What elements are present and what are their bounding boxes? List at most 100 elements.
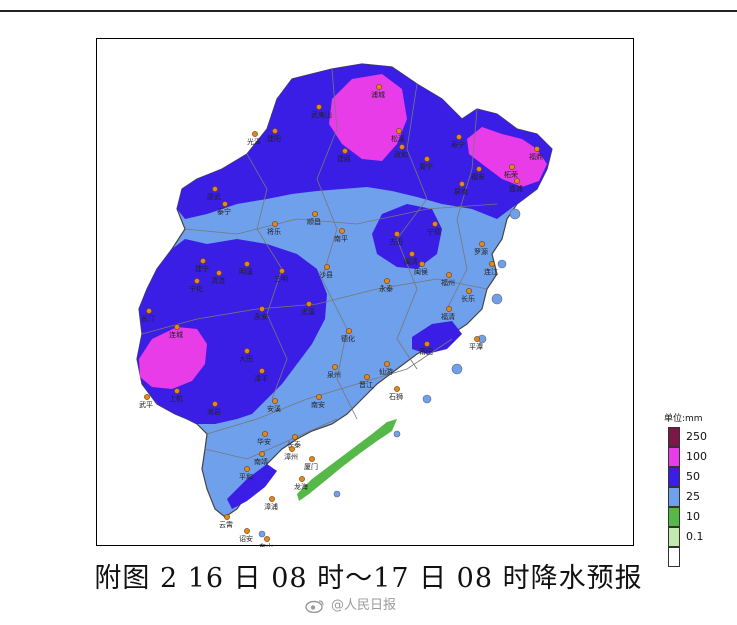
city-label: 闽侯 bbox=[414, 267, 428, 276]
city-dot bbox=[394, 386, 400, 392]
city-label: 晋江 bbox=[359, 381, 373, 389]
city-label: 寿宁 bbox=[451, 140, 465, 149]
gutian-50-100-region bbox=[372, 204, 442, 269]
city-dot bbox=[222, 201, 228, 207]
city-label: 宁德 bbox=[427, 227, 441, 236]
city-dot bbox=[224, 514, 230, 520]
city-label: 松溪 bbox=[391, 134, 405, 143]
city-label: 龙岩 bbox=[207, 407, 221, 416]
city-label: 建宁 bbox=[195, 264, 209, 273]
city-dot bbox=[244, 261, 250, 267]
city-dot bbox=[479, 241, 485, 247]
city-dot bbox=[259, 306, 265, 312]
city-dot bbox=[376, 84, 382, 90]
city-dot bbox=[446, 306, 452, 312]
city-label: 莆田 bbox=[419, 347, 433, 356]
city-label: 周宁 bbox=[419, 162, 433, 171]
city-dot bbox=[396, 128, 402, 134]
city-dot bbox=[409, 251, 415, 257]
city-dot bbox=[342, 148, 348, 154]
legend-label: 50 bbox=[686, 470, 700, 483]
city-label: 屏南 bbox=[454, 187, 468, 196]
city-dot bbox=[384, 361, 390, 367]
city-dot bbox=[292, 434, 298, 440]
legend-swatch bbox=[668, 447, 680, 467]
city-dot bbox=[534, 146, 540, 152]
legend-swatch bbox=[668, 547, 680, 567]
city-dot bbox=[474, 336, 480, 342]
city-label: 柘荣 bbox=[504, 170, 518, 179]
city-label: 闽清 bbox=[404, 257, 418, 266]
yunxiao-50-100-region bbox=[227, 464, 277, 509]
city-dot bbox=[446, 272, 452, 278]
legend-swatch bbox=[668, 487, 680, 507]
top-rule bbox=[0, 10, 737, 12]
city-label: 武平 bbox=[139, 400, 153, 409]
city-dot bbox=[262, 431, 268, 437]
city-dot bbox=[306, 301, 312, 307]
coast-10-25-region bbox=[297, 419, 397, 501]
city-dot bbox=[289, 446, 295, 452]
city-label: 福安 bbox=[471, 172, 485, 181]
city-dot bbox=[264, 536, 270, 542]
city-label: 尤溪 bbox=[301, 307, 315, 316]
city-label: 厦门 bbox=[304, 462, 318, 471]
legend-label: 100 bbox=[686, 450, 707, 463]
city-dot bbox=[200, 258, 206, 264]
city-dot bbox=[269, 496, 275, 502]
city-dot bbox=[312, 211, 318, 217]
city-label: 建阳 bbox=[267, 134, 281, 143]
city-label: 永安 bbox=[254, 312, 268, 321]
city-label: 沙县 bbox=[319, 271, 333, 279]
city-label: 顺昌 bbox=[307, 218, 321, 226]
city-dot bbox=[364, 374, 370, 380]
fuqing-50-100-region bbox=[412, 321, 462, 354]
city-dot bbox=[316, 394, 322, 400]
city-label: 长乐 bbox=[461, 294, 475, 303]
city-label: 连江 bbox=[484, 267, 498, 276]
city-dot bbox=[244, 348, 250, 354]
city-dot bbox=[466, 288, 472, 294]
city-dot bbox=[216, 270, 222, 276]
legend-label: 0.1 bbox=[686, 530, 704, 543]
city-label: 漳州 bbox=[284, 452, 298, 461]
city-label: 福鼎 bbox=[529, 152, 543, 161]
map-frame: 浦城 武夷山 松溪 政和 寿宁 福鼎 柘荣 霞浦 建阳 建瓯 周宁 福安 屏南 古田 宁德 邵武 光泽 泰宁 将乐 顺… bbox=[96, 38, 707, 567]
city-label: 霞浦 bbox=[509, 184, 523, 193]
city-label: 长泰 bbox=[287, 440, 301, 449]
city-label: 华安 bbox=[257, 437, 271, 446]
legend-label: 250 bbox=[686, 430, 707, 443]
legend-swatch bbox=[668, 467, 680, 487]
city-dot bbox=[332, 364, 338, 370]
city-dot bbox=[316, 104, 322, 110]
city-label: 龙海 bbox=[294, 482, 308, 491]
city-dot bbox=[194, 278, 200, 284]
legend: 单位:mm 250 100 50 25 10 0.1 bbox=[664, 411, 724, 571]
city-dot bbox=[489, 261, 495, 267]
city-dot bbox=[509, 164, 515, 170]
city-dot bbox=[146, 308, 152, 314]
city-dot bbox=[394, 231, 400, 237]
legend-swatch bbox=[668, 527, 680, 547]
legend-title: 单位:mm bbox=[664, 414, 703, 424]
city-dot bbox=[272, 398, 278, 404]
city-label: 连城 bbox=[169, 330, 183, 339]
city-label: 漳浦 bbox=[264, 502, 278, 511]
city-dot bbox=[272, 221, 278, 227]
city-dot bbox=[272, 128, 278, 134]
pucheng-100-250-region bbox=[329, 74, 407, 161]
watermark: @人民日报 bbox=[305, 594, 396, 613]
city-label: 长汀 bbox=[141, 314, 155, 323]
city-dot bbox=[419, 261, 425, 267]
city-label: 平和 bbox=[239, 472, 253, 481]
city-dot bbox=[514, 178, 520, 184]
city-label: 石狮 bbox=[389, 393, 403, 401]
city-dot bbox=[244, 466, 250, 472]
city-label: 清流 bbox=[211, 276, 225, 285]
city-label: 邵武 bbox=[207, 192, 221, 201]
city-label: 将乐 bbox=[267, 227, 281, 236]
city-label: 武夷山 bbox=[311, 110, 332, 119]
city-label: 诏安 bbox=[239, 534, 253, 543]
city-label: 永泰 bbox=[379, 284, 393, 293]
